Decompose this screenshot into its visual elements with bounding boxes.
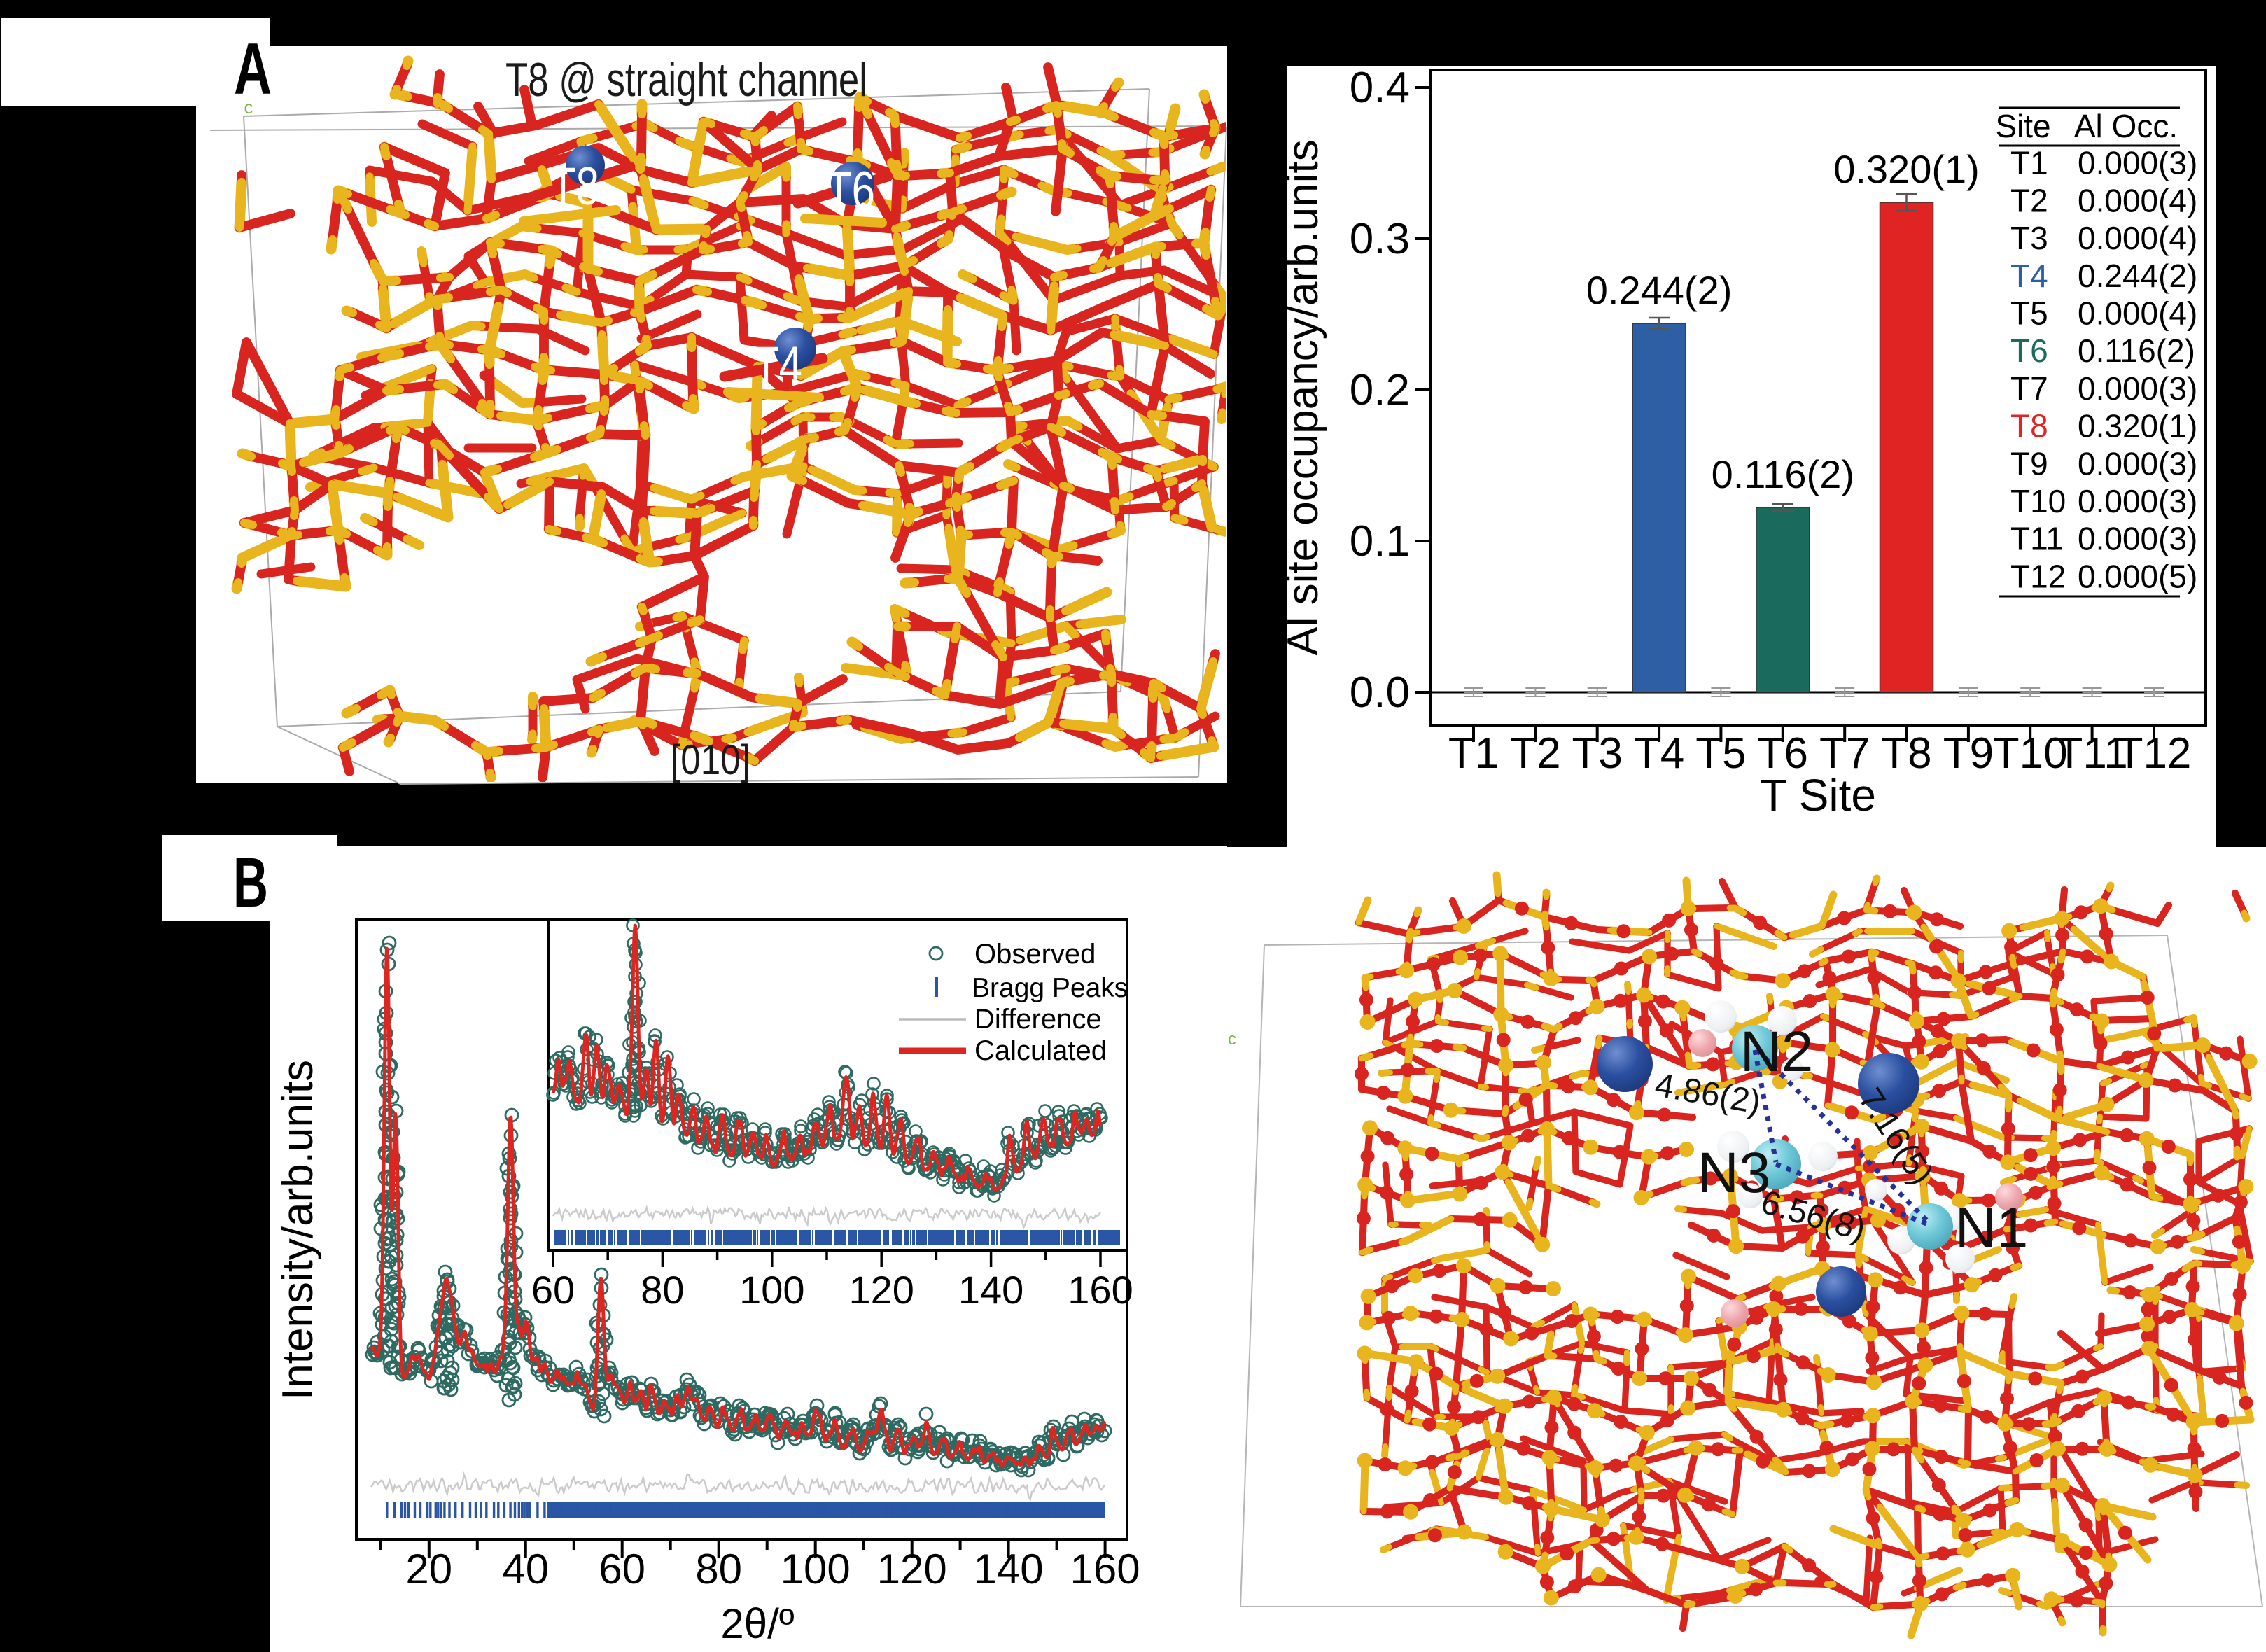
svg-text:0.320(1): 0.320(1) <box>1833 147 1980 191</box>
svg-text:T2: T2 <box>1510 729 1560 778</box>
svg-text:B: B <box>233 844 268 922</box>
svg-text:T2: T2 <box>2010 182 2048 218</box>
svg-text:c: c <box>1228 1030 1236 1049</box>
svg-text:T12: T12 <box>2117 729 2192 778</box>
svg-text:120: 120 <box>848 1268 914 1312</box>
svg-text:T11: T11 <box>2010 521 2064 557</box>
svg-text:0.000(3): 0.000(3) <box>2078 145 2197 181</box>
svg-text:0.000(4): 0.000(4) <box>2078 182 2197 218</box>
svg-text:100: 100 <box>781 1546 851 1592</box>
svg-text:T10: T10 <box>1993 729 2068 778</box>
svg-text:0.000(3): 0.000(3) <box>2078 483 2197 519</box>
svg-text:0.2: 0.2 <box>1350 366 1410 414</box>
svg-text:0.1: 0.1 <box>1350 517 1410 566</box>
svg-text:Al site occupancy/arb.units: Al site occupancy/arb.units <box>1279 139 1327 656</box>
svg-text:N3: N3 <box>1698 1141 1771 1205</box>
svg-text:T6: T6 <box>826 161 875 220</box>
svg-text:T10: T10 <box>2010 483 2066 519</box>
svg-text:100: 100 <box>739 1268 804 1312</box>
svg-text:Calculated: Calculated <box>974 1035 1107 1066</box>
svg-text:T9: T9 <box>2010 445 2048 482</box>
svg-text:T4: T4 <box>2010 258 2048 294</box>
svg-text:c: c <box>244 97 253 118</box>
svg-text:0.244(2): 0.244(2) <box>1586 268 1733 312</box>
svg-text:Bragg Peaks: Bragg Peaks <box>972 973 1128 1003</box>
svg-text:T9: T9 <box>1943 729 1994 778</box>
svg-text:140: 140 <box>958 1268 1023 1312</box>
svg-text:40: 40 <box>502 1546 549 1592</box>
svg-text:T4: T4 <box>753 336 802 396</box>
svg-text:T Site: T Site <box>1760 770 1876 820</box>
svg-text:60: 60 <box>599 1546 645 1592</box>
svg-text:T6: T6 <box>1758 729 1808 778</box>
svg-text:T1: T1 <box>1448 729 1499 778</box>
svg-text:T4: T4 <box>1634 729 1684 778</box>
svg-text:T8: T8 <box>550 157 599 216</box>
svg-text:[010]: [010] <box>671 736 750 783</box>
svg-text:T3: T3 <box>2010 220 2048 256</box>
svg-text:Al Occ.: Al Occ. <box>2074 108 2178 144</box>
svg-text:160: 160 <box>1070 1546 1140 1592</box>
svg-text:Intensity/arb.units: Intensity/arb.units <box>274 1060 322 1400</box>
svg-text:0.000(3): 0.000(3) <box>2078 445 2197 482</box>
svg-text:T5: T5 <box>2010 295 2048 332</box>
svg-text:160: 160 <box>1068 1268 1133 1312</box>
svg-text:0.000(5): 0.000(5) <box>2078 558 2197 594</box>
svg-text:0.000(3): 0.000(3) <box>2078 521 2197 557</box>
svg-text:N1: N1 <box>1955 1196 2029 1260</box>
svg-text:140: 140 <box>974 1546 1044 1592</box>
svg-text:T8: T8 <box>1881 729 1931 778</box>
svg-text:0.000(4): 0.000(4) <box>2078 220 2197 256</box>
svg-text:0.000(4): 0.000(4) <box>2078 295 2197 332</box>
svg-text:0.3: 0.3 <box>1350 215 1410 263</box>
svg-text:0.116(2): 0.116(2) <box>2078 332 2195 369</box>
svg-text:T7: T7 <box>1819 729 1870 778</box>
svg-text:0.244(2): 0.244(2) <box>2078 258 2197 294</box>
svg-text:T5: T5 <box>1695 729 1746 778</box>
svg-text:80: 80 <box>641 1268 684 1312</box>
svg-text:0.320(1): 0.320(1) <box>2078 408 2197 444</box>
svg-text:20: 20 <box>405 1546 452 1592</box>
svg-text:120: 120 <box>877 1546 947 1592</box>
svg-text:A: A <box>234 29 272 110</box>
svg-text:80: 80 <box>695 1546 742 1592</box>
svg-text:0.116(2): 0.116(2) <box>1712 452 1854 496</box>
svg-text:Difference: Difference <box>974 1004 1102 1035</box>
svg-text:T8: T8 <box>2010 408 2048 444</box>
svg-text:T6: T6 <box>2010 332 2048 369</box>
svg-text:N2: N2 <box>1740 1020 1814 1084</box>
svg-text:60: 60 <box>531 1268 575 1312</box>
svg-text:T3: T3 <box>1572 729 1623 778</box>
svg-text:0.000(3): 0.000(3) <box>2078 370 2197 407</box>
svg-text:T11: T11 <box>2056 729 2127 778</box>
svg-text:T7: T7 <box>2010 370 2048 407</box>
svg-text:Observed: Observed <box>974 939 1096 969</box>
svg-text:T12: T12 <box>2010 558 2066 594</box>
svg-text:0.4: 0.4 <box>1350 64 1410 112</box>
svg-text:0.0: 0.0 <box>1350 668 1410 717</box>
svg-text:T1: T1 <box>2010 145 2048 181</box>
svg-text:Site: Site <box>1995 108 2050 144</box>
svg-text:T8 @ straight channel: T8 @ straight channel <box>505 53 867 106</box>
svg-text:2θ/º: 2θ/º <box>720 1600 794 1647</box>
